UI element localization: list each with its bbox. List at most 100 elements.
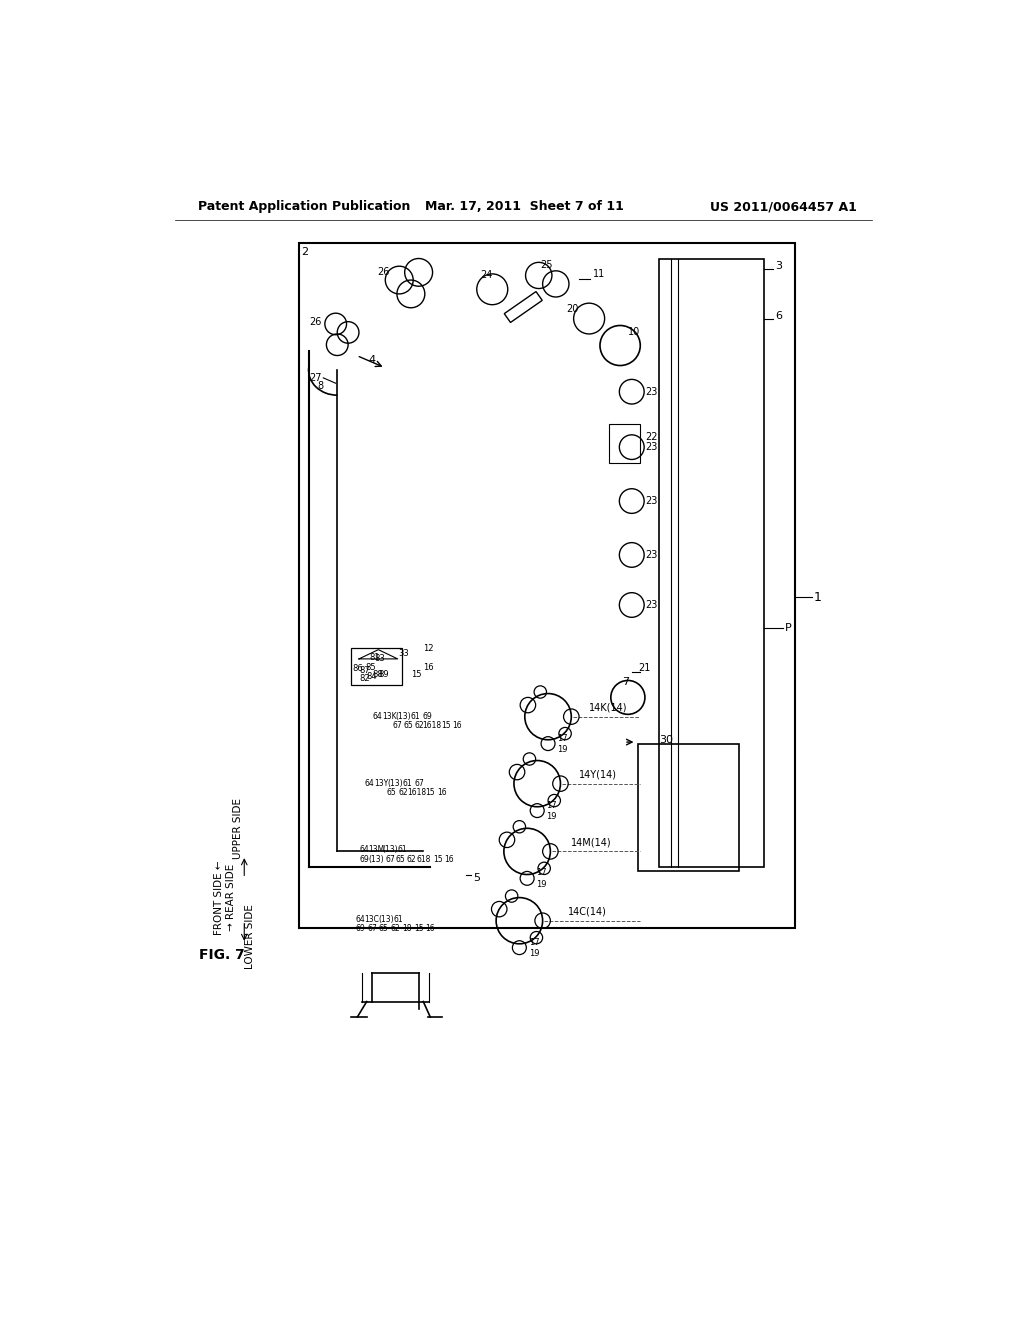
Text: 65: 65 [396, 854, 406, 863]
Text: FRONT SIDE ←: FRONT SIDE ← [214, 861, 224, 935]
Text: 14Y(14): 14Y(14) [579, 770, 617, 779]
Text: 67: 67 [415, 779, 424, 788]
Text: 23: 23 [646, 442, 658, 453]
Text: US 2011/0064457 A1: US 2011/0064457 A1 [710, 201, 856, 214]
Text: 24: 24 [480, 271, 493, 280]
Text: 25: 25 [541, 260, 553, 269]
Text: 85: 85 [366, 663, 376, 672]
Text: 16: 16 [423, 663, 433, 672]
Text: 61: 61 [393, 915, 403, 924]
Text: 17: 17 [557, 734, 568, 743]
Text: 26: 26 [309, 317, 322, 327]
Text: 13M: 13M [368, 845, 384, 854]
Text: → REAR SIDE: → REAR SIDE [226, 865, 237, 931]
Text: 618: 618 [417, 854, 431, 863]
Text: 30: 30 [659, 735, 674, 744]
Text: 33: 33 [398, 649, 410, 657]
Text: (13): (13) [369, 854, 384, 863]
Text: 1618: 1618 [407, 788, 426, 797]
Text: 16: 16 [437, 788, 446, 797]
Text: 13K: 13K [382, 713, 396, 721]
Text: 69: 69 [359, 854, 370, 863]
Bar [658, 259, 764, 867]
Text: 6: 6 [775, 312, 782, 321]
Text: 27: 27 [309, 372, 322, 383]
Text: 23: 23 [646, 550, 658, 560]
Text: 64: 64 [355, 915, 366, 924]
Text: 2: 2 [301, 247, 308, 257]
Text: 1618: 1618 [422, 722, 441, 730]
Text: 89: 89 [379, 669, 389, 678]
Text: 61: 61 [411, 713, 420, 721]
Text: 13Y: 13Y [375, 779, 388, 788]
Text: 87: 87 [359, 667, 370, 675]
Text: 67: 67 [385, 854, 395, 863]
Text: 15: 15 [425, 788, 435, 797]
Text: 18: 18 [402, 924, 412, 933]
Text: 26: 26 [378, 268, 390, 277]
Text: 14C(14): 14C(14) [568, 907, 607, 916]
Text: 61: 61 [397, 845, 408, 854]
Text: 69: 69 [422, 713, 432, 721]
Text: 3: 3 [775, 261, 782, 271]
Text: 23: 23 [646, 496, 658, 506]
Text: 62: 62 [398, 788, 408, 797]
Text: 19: 19 [528, 949, 540, 958]
Text: 21: 21 [638, 663, 650, 673]
Text: 64: 64 [365, 779, 375, 788]
Text: 5: 5 [473, 874, 480, 883]
Text: Mar. 17, 2011  Sheet 7 of 11: Mar. 17, 2011 Sheet 7 of 11 [425, 201, 625, 214]
Text: 15: 15 [411, 669, 422, 678]
Text: 10: 10 [628, 326, 640, 337]
Text: 19: 19 [547, 812, 557, 821]
Text: 16: 16 [444, 854, 454, 863]
Text: 65: 65 [403, 722, 414, 730]
Text: 64: 64 [373, 713, 382, 721]
Text: 67: 67 [368, 924, 377, 933]
Text: 81: 81 [369, 653, 380, 661]
Text: 16: 16 [425, 924, 435, 933]
Text: LOWER SIDE: LOWER SIDE [245, 904, 255, 969]
Text: 17: 17 [528, 937, 540, 946]
Text: 4: 4 [369, 355, 376, 366]
Text: 61: 61 [403, 779, 413, 788]
Text: 62: 62 [407, 854, 417, 863]
Text: (13): (13) [382, 845, 397, 854]
Text: 11: 11 [593, 269, 605, 279]
Text: 22: 22 [646, 432, 658, 442]
Text: 7: 7 [622, 677, 629, 686]
Text: 23: 23 [646, 601, 658, 610]
Text: 20: 20 [566, 305, 579, 314]
Text: 62: 62 [390, 924, 400, 933]
Text: 15: 15 [414, 924, 424, 933]
Text: (13): (13) [395, 713, 411, 721]
Text: 62: 62 [415, 722, 424, 730]
Text: (13): (13) [387, 779, 403, 788]
Text: 23: 23 [646, 387, 658, 397]
Text: 19: 19 [557, 746, 568, 754]
Text: 83: 83 [375, 655, 385, 664]
Text: 69: 69 [355, 924, 366, 933]
Text: 64: 64 [359, 845, 370, 854]
Text: 86: 86 [352, 664, 362, 673]
Text: 88: 88 [372, 669, 383, 678]
Text: Patent Application Publication: Patent Application Publication [198, 201, 411, 214]
Bar [299, 243, 795, 928]
Text: (13): (13) [378, 915, 394, 924]
Text: 14M(14): 14M(14) [571, 837, 612, 847]
Text: 13C: 13C [365, 915, 380, 924]
Text: 17: 17 [537, 869, 547, 878]
Bar [351, 648, 401, 685]
Text: UPPER SIDE: UPPER SIDE [233, 797, 243, 859]
Bar [638, 743, 738, 871]
Text: 14K(14): 14K(14) [589, 702, 628, 713]
Text: 65: 65 [379, 924, 389, 933]
Text: 19: 19 [537, 880, 547, 888]
Text: 84: 84 [366, 672, 377, 681]
Text: 15: 15 [433, 854, 442, 863]
Text: 15: 15 [441, 722, 451, 730]
Text: 82: 82 [359, 675, 370, 684]
Text: 1: 1 [814, 591, 821, 603]
Text: FIG. 7: FIG. 7 [200, 948, 245, 962]
Text: 17: 17 [547, 801, 557, 809]
